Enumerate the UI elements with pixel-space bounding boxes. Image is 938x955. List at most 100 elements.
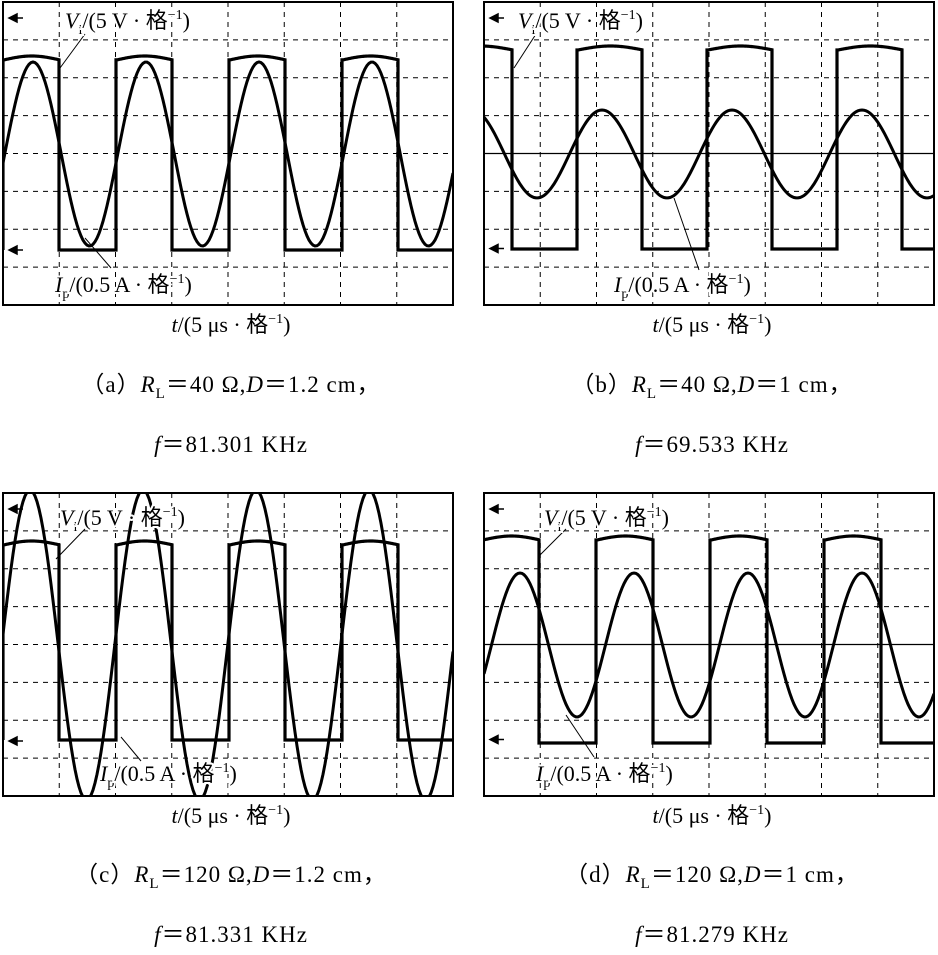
- superscript: −1: [168, 8, 183, 23]
- caption-part: L: [149, 876, 159, 892]
- unit: /(0.5 A · 格: [114, 761, 214, 786]
- subscript: i: [73, 520, 77, 535]
- voltage-trace: [3, 54, 453, 252]
- unit-close: ): [229, 761, 236, 786]
- caption-part: ＝81.279 KHz: [642, 922, 788, 947]
- caption: f＝81.331 KHz: [154, 922, 308, 947]
- subscript: i: [531, 23, 535, 38]
- ground-marker: [488, 734, 504, 745]
- caption-part: f: [635, 432, 645, 457]
- leader-line: [120, 736, 142, 762]
- caption-part: ＝1 cm，: [762, 862, 859, 887]
- unit: /(5 V · 格: [535, 8, 620, 33]
- label: Vi/(5 V · 格−1): [518, 8, 643, 38]
- label: t/(5 μs · 格−1): [653, 312, 772, 337]
- leader-line: [539, 528, 567, 556]
- caption: （c）RL＝120 Ω,D＝1.2 cm，: [75, 862, 387, 892]
- unit-close: ): [283, 312, 290, 337]
- subscript: i: [78, 23, 82, 38]
- subscript: i: [557, 520, 561, 535]
- symbol: V: [60, 505, 76, 530]
- label: Vi/(5 V · 格−1): [65, 8, 190, 38]
- caption-part: L: [156, 386, 166, 402]
- waveforms: [3, 493, 453, 796]
- ground-marker: [488, 243, 504, 254]
- leader-line: [565, 714, 595, 758]
- unit: /(5 V · 格: [77, 505, 162, 530]
- subscript: p: [621, 287, 628, 302]
- caption: f＝69.533 KHz: [635, 432, 789, 457]
- leader-line: [59, 33, 86, 69]
- subscript: p: [62, 287, 69, 302]
- label: Vi/(5 V · 格−1): [544, 505, 669, 535]
- caption-part: （a）: [81, 372, 140, 397]
- caption-part: L: [641, 876, 651, 892]
- caption-part: ＝81.301 KHz: [161, 432, 307, 457]
- subscript: p: [543, 776, 550, 791]
- superscript: −1: [749, 312, 764, 327]
- unit-close: ): [283, 803, 290, 828]
- caption-part: f: [154, 432, 164, 457]
- unit: /(5 μs · 格: [178, 803, 269, 828]
- caption: f＝81.279 KHz: [635, 922, 789, 947]
- ground-marker: [488, 12, 504, 24]
- caption: （a）RL＝40 Ω,D＝1.2 cm，: [81, 372, 380, 402]
- unit-close: ): [178, 505, 185, 530]
- caption-part: （c）: [75, 862, 134, 887]
- ground-marker: [488, 503, 504, 515]
- caption-part: R: [631, 372, 647, 397]
- caption-part: D: [245, 372, 264, 397]
- leader-line: [55, 528, 86, 560]
- caption-part: （d）: [565, 862, 626, 887]
- current-trace: [3, 60, 453, 248]
- caption-part: （b）: [571, 372, 632, 397]
- caption-part: f: [154, 922, 164, 947]
- unit: /(0.5 A · 格: [69, 272, 169, 297]
- superscript: −1: [215, 761, 230, 776]
- leader-line: [673, 197, 700, 271]
- voltage-trace: [484, 534, 934, 745]
- label: Ip/(0.5 A · 格−1): [54, 272, 192, 302]
- current-trace: [484, 571, 934, 719]
- superscript: −1: [651, 761, 666, 776]
- unit-close: ): [743, 272, 750, 297]
- label: t/(5 μs · 格−1): [172, 803, 291, 828]
- caption-part: ＝1.2 cm，: [270, 862, 387, 887]
- symbol: V: [65, 8, 81, 33]
- caption-part: D: [743, 862, 762, 887]
- symbol: t: [172, 312, 179, 337]
- caption-part: f: [635, 922, 645, 947]
- label: Ip/(0.5 A · 格−1): [613, 272, 751, 302]
- unit: /(5 μs · 格: [178, 312, 269, 337]
- unit-close: ): [183, 8, 190, 33]
- symbol: V: [518, 8, 534, 33]
- unit: /(5 V · 格: [561, 505, 646, 530]
- caption-part: R: [625, 862, 641, 887]
- symbol: t: [172, 803, 179, 828]
- waveforms: [484, 534, 934, 745]
- waveforms: [484, 44, 934, 251]
- current-trace: [484, 108, 934, 200]
- superscript: −1: [170, 272, 185, 287]
- symbol: V: [544, 505, 560, 530]
- unit-close: ): [662, 505, 669, 530]
- superscript: −1: [621, 8, 636, 23]
- label: t/(5 μs · 格−1): [172, 312, 291, 337]
- unit-close: ): [184, 272, 191, 297]
- unit-close: ): [665, 761, 672, 786]
- label: t/(5 μs · 格−1): [653, 803, 772, 828]
- unit-close: ): [764, 803, 771, 828]
- waveforms: [3, 54, 453, 252]
- unit-close: ): [636, 8, 643, 33]
- subscript: p: [107, 776, 114, 791]
- caption-part: D: [737, 372, 756, 397]
- unit-close: ): [764, 312, 771, 337]
- superscript: −1: [729, 272, 744, 287]
- ground-marker: [7, 244, 23, 256]
- superscript: −1: [268, 312, 283, 327]
- unit: /(0.5 A · 格: [550, 761, 650, 786]
- caption-part: ＝120 Ω,: [160, 862, 253, 887]
- symbol: t: [653, 803, 660, 828]
- superscript: −1: [163, 505, 178, 520]
- unit: /(5 μs · 格: [659, 312, 750, 337]
